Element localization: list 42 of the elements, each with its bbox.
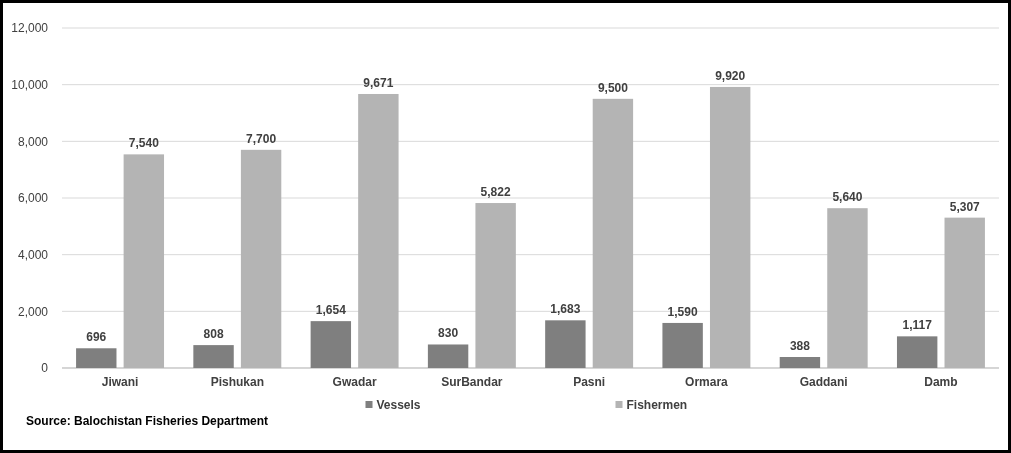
x-tick-label: Pishukan xyxy=(210,375,264,389)
x-tick-label: Pasni xyxy=(573,375,606,389)
legend-label: Fishermen xyxy=(626,398,688,413)
x-tick-label: Ormara xyxy=(685,375,729,389)
bar xyxy=(896,336,938,368)
data-label: 5,822 xyxy=(480,185,511,200)
x-tick-label: Gaddani xyxy=(799,375,848,389)
data-label: 5,640 xyxy=(832,190,863,205)
source-note: Source: Balochistan Fisheries Department xyxy=(26,414,269,428)
y-tick-label: 6,000 xyxy=(17,191,49,206)
y-tick-label: 0 xyxy=(41,361,49,376)
data-label: 830 xyxy=(438,326,459,341)
y-tick-label: 8,000 xyxy=(17,134,49,149)
data-label: 1,590 xyxy=(667,304,698,319)
bar xyxy=(779,357,821,368)
legend-label: Vessels xyxy=(376,398,421,413)
y-tick-label: 2,000 xyxy=(17,304,49,319)
data-label: 1,683 xyxy=(550,302,581,317)
data-label: 9,500 xyxy=(597,80,629,95)
x-tick-label: Gwadar xyxy=(332,375,377,389)
data-label: 1,654 xyxy=(315,303,347,318)
data-label: 1,117 xyxy=(902,318,933,333)
data-label: 7,700 xyxy=(246,131,277,146)
bar xyxy=(427,344,469,368)
data-label: 9,671 xyxy=(363,75,394,90)
x-tick-label: Jiwani xyxy=(101,375,139,389)
y-tick-label: 10,000 xyxy=(11,77,49,92)
y-tick-label: 12,000 xyxy=(11,21,49,36)
data-label: 5,307 xyxy=(949,199,981,214)
bar xyxy=(545,320,586,368)
data-label: 7,540 xyxy=(128,136,160,151)
y-tick-label: 4,000 xyxy=(17,247,49,262)
data-label: 696 xyxy=(86,330,107,345)
bar xyxy=(76,348,117,368)
x-tick-label: Damb xyxy=(924,375,958,389)
bar xyxy=(193,345,234,368)
data-label: 9,920 xyxy=(715,68,746,83)
data-label: 388 xyxy=(789,339,811,354)
data-label: 808 xyxy=(203,327,224,342)
x-tick-label: SurBandar xyxy=(441,375,503,389)
bar xyxy=(662,322,703,368)
bar xyxy=(310,321,352,368)
